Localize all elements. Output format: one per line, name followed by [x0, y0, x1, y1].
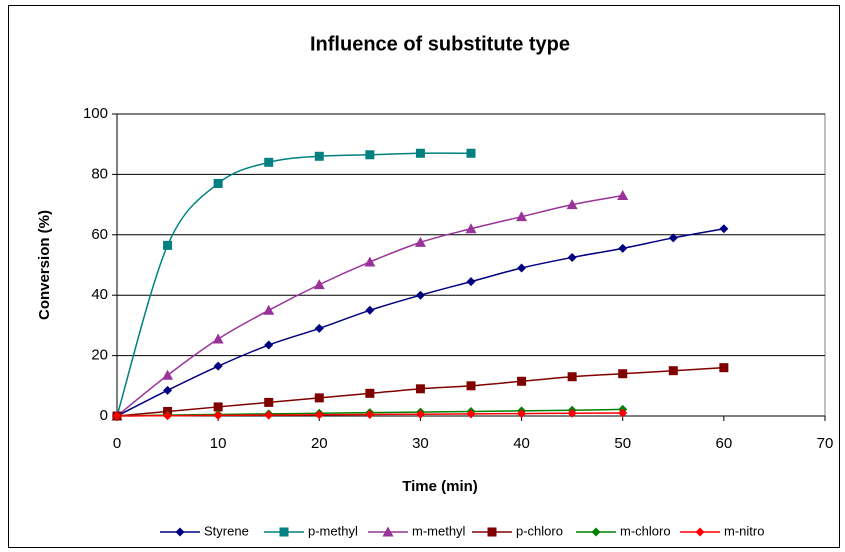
marker — [112, 411, 122, 421]
legend-label: m-nitro — [724, 523, 764, 538]
marker — [668, 233, 678, 243]
marker — [618, 369, 628, 379]
legend-label: m-chloro — [620, 523, 671, 538]
marker — [517, 263, 527, 273]
marker — [466, 381, 476, 391]
marker — [567, 408, 577, 418]
marker — [618, 243, 628, 253]
x-tick-label: 60 — [716, 435, 733, 452]
marker — [668, 366, 678, 376]
marker — [264, 397, 274, 407]
legend-label: Styrene — [204, 523, 249, 538]
marker — [466, 277, 476, 287]
marker — [415, 384, 425, 394]
marker — [213, 361, 223, 371]
marker — [617, 190, 629, 201]
marker — [567, 372, 577, 382]
marker — [517, 376, 527, 386]
x-tick-label: 20 — [311, 435, 328, 452]
marker — [466, 148, 476, 158]
marker — [213, 402, 223, 412]
marker — [263, 304, 275, 315]
plot-area — [116, 113, 826, 417]
marker — [465, 223, 477, 234]
marker — [314, 323, 324, 333]
x-tick-label: 30 — [412, 435, 429, 452]
marker — [566, 199, 578, 210]
marker — [264, 157, 274, 167]
marker — [415, 290, 425, 300]
legend-label: m-methyl — [412, 523, 466, 538]
legend-marker — [175, 527, 185, 537]
y-tick-label: 20 — [91, 347, 108, 364]
marker — [313, 279, 325, 290]
marker — [264, 340, 274, 350]
marker — [314, 410, 324, 420]
y-tick-label: 0 — [100, 407, 108, 424]
chart-title: Influence of substitute type — [310, 33, 570, 55]
marker — [163, 240, 173, 250]
marker — [365, 305, 375, 315]
marker — [719, 363, 729, 373]
marker — [719, 224, 729, 234]
marker — [213, 410, 223, 420]
x-axis-label: Time (min) — [402, 478, 478, 495]
marker — [516, 211, 528, 222]
legend-marker — [695, 527, 705, 537]
y-axis-label: Conversion (%) — [36, 210, 53, 320]
x-tick-label: 50 — [614, 435, 631, 452]
marker — [364, 256, 376, 267]
marker — [618, 408, 628, 418]
marker — [213, 178, 223, 188]
marker — [314, 151, 324, 161]
y-tick-label: 40 — [91, 286, 108, 303]
marker — [365, 388, 375, 398]
y-tick-label: 100 — [83, 105, 108, 122]
marker — [415, 148, 425, 158]
marker — [314, 393, 324, 403]
y-tick-label: 80 — [91, 165, 108, 182]
x-tick-label: 0 — [113, 435, 121, 452]
legend-marker — [382, 526, 394, 537]
marker — [365, 150, 375, 160]
legend-label: p-chloro — [516, 523, 563, 538]
marker — [162, 369, 174, 380]
marker — [163, 411, 173, 421]
marker — [365, 409, 375, 419]
marker — [466, 409, 476, 419]
marker — [517, 409, 527, 419]
marker — [212, 333, 224, 344]
x-tick-label: 40 — [513, 435, 530, 452]
y-tick-label: 60 — [91, 226, 108, 243]
x-tick-label: 70 — [817, 435, 834, 452]
legend-marker — [487, 527, 497, 537]
legend-label: p-methyl — [308, 523, 358, 538]
marker — [415, 409, 425, 419]
marker — [163, 385, 173, 395]
marker — [414, 236, 426, 247]
legend-marker — [279, 527, 289, 537]
x-tick-label: 10 — [210, 435, 227, 452]
legend-marker — [591, 527, 601, 537]
marker — [567, 252, 577, 262]
marker — [264, 410, 274, 420]
